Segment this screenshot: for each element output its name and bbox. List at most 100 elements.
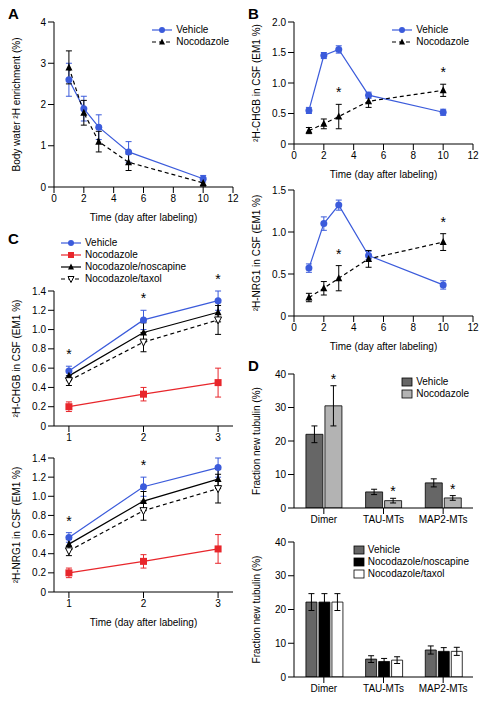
svg-text:Fraction new tubulin (%): Fraction new tubulin (%) (251, 556, 262, 664)
svg-text:2: 2 (321, 150, 327, 161)
svg-text:30: 30 (275, 402, 287, 413)
svg-text:Time (day after labeling): Time (day after labeling) (90, 212, 197, 223)
svg-text:1.0: 1.0 (32, 324, 46, 335)
svg-text:30: 30 (275, 570, 287, 581)
svg-text:*: * (141, 457, 147, 473)
svg-text:²H-NRG1 in CSF (EM1 %): ²H-NRG1 in CSF (EM1 %) (11, 467, 22, 584)
svg-text:²H-NRG1 in CSF (EM1 %): ²H-NRG1 in CSF (EM1 %) (251, 195, 262, 312)
svg-text:0.6: 0.6 (32, 529, 46, 540)
svg-text:Body water ²H enrichment (%): Body water ²H enrichment (%) (11, 38, 22, 172)
svg-text:12: 12 (227, 193, 239, 204)
svg-text:1.5: 1.5 (272, 47, 286, 58)
html-text:Nocodazole: Nocodazole (176, 36, 229, 47)
svg-text:0.2: 0.2 (32, 567, 46, 578)
svg-text:40: 40 (275, 537, 287, 548)
svg-text:1: 1 (40, 140, 46, 151)
svg-text:Dimer: Dimer (310, 683, 337, 694)
svg-text:*: * (450, 481, 456, 497)
svg-text:0: 0 (280, 672, 286, 683)
svg-text:1: 1 (66, 598, 72, 609)
svg-text:1.4: 1.4 (32, 286, 46, 297)
svg-text:*: * (440, 64, 446, 80)
svg-text:0: 0 (40, 587, 46, 598)
svg-text:TAU-MTs: TAU-MTs (363, 683, 404, 694)
svg-text:²H-CHGB in CSF (EM1 %): ²H-CHGB in CSF (EM1 %) (251, 24, 262, 142)
svg-text:4: 4 (351, 150, 357, 161)
svg-text:0: 0 (280, 139, 286, 150)
svg-text:1.0: 1.0 (272, 227, 286, 238)
svg-text:²H-CHGB in CSF (EM1 %): ²H-CHGB in CSF (EM1 %) (11, 300, 22, 418)
svg-text:*: * (66, 346, 72, 362)
svg-text:0.4: 0.4 (32, 382, 46, 393)
svg-text:0: 0 (51, 193, 57, 204)
svg-text:0.8: 0.8 (32, 510, 46, 521)
svg-text:*: * (215, 448, 221, 454)
svg-text:Fraction new tubulin (%): Fraction new tubulin (%) (251, 387, 262, 495)
svg-text:1.5: 1.5 (272, 185, 286, 196)
svg-text:2: 2 (40, 99, 46, 110)
svg-text:*: * (336, 84, 342, 100)
svg-text:2: 2 (81, 193, 87, 204)
svg-text:Time (day after labeling): Time (day after labeling) (90, 617, 197, 628)
svg-text:*: * (331, 371, 337, 387)
svg-text:1.2: 1.2 (32, 305, 46, 316)
svg-text:10: 10 (438, 150, 450, 161)
svg-text:8: 8 (171, 193, 177, 204)
svg-text:MAP2-MTs: MAP2-MTs (419, 514, 468, 525)
svg-text:4: 4 (111, 193, 117, 204)
svg-text:0: 0 (280, 311, 286, 322)
svg-text:Dimer: Dimer (310, 514, 337, 525)
svg-text:*: * (215, 271, 221, 287)
svg-text:0.5: 0.5 (272, 108, 286, 119)
svg-text:1.0: 1.0 (32, 491, 46, 502)
svg-text:1: 1 (66, 432, 72, 443)
svg-text:3: 3 (215, 598, 221, 609)
svg-text:*: * (336, 246, 342, 262)
svg-text:0.2: 0.2 (32, 401, 46, 412)
svg-text:3: 3 (215, 432, 221, 443)
svg-text:MAP2-MTs: MAP2-MTs (419, 683, 468, 694)
svg-text:0: 0 (291, 322, 297, 333)
svg-text:6: 6 (381, 150, 387, 161)
svg-text:0: 0 (280, 503, 286, 514)
html-text:Vehicle: Vehicle (176, 24, 209, 35)
svg-text:2.0: 2.0 (272, 17, 286, 28)
svg-text:*: * (141, 290, 147, 306)
svg-text:10: 10 (275, 638, 287, 649)
svg-text:12: 12 (467, 150, 479, 161)
svg-text:40: 40 (275, 369, 287, 380)
svg-text:0.4: 0.4 (32, 548, 46, 559)
svg-text:0.6: 0.6 (32, 363, 46, 374)
svg-text:Time (day after labeling): Time (day after labeling) (330, 169, 437, 180)
svg-text:20: 20 (275, 436, 287, 447)
svg-text:2: 2 (141, 598, 147, 609)
svg-text:*: * (390, 483, 396, 499)
svg-text:*: * (440, 214, 446, 230)
svg-text:2: 2 (141, 432, 147, 443)
svg-text:TAU-MTs: TAU-MTs (363, 514, 404, 525)
svg-text:6: 6 (381, 322, 387, 333)
svg-text:0.8: 0.8 (32, 343, 46, 354)
svg-text:6: 6 (141, 193, 147, 204)
svg-text:3: 3 (40, 58, 46, 69)
svg-text:0: 0 (291, 150, 297, 161)
svg-text:10: 10 (275, 469, 287, 480)
svg-text:12: 12 (467, 322, 479, 333)
svg-text:0: 0 (40, 182, 46, 193)
svg-text:20: 20 (275, 604, 287, 615)
svg-text:*: * (66, 513, 72, 529)
svg-text:8: 8 (411, 150, 417, 161)
svg-text:Time (day after labeling): Time (day after labeling) (330, 341, 437, 352)
svg-text:0: 0 (40, 421, 46, 432)
svg-text:4: 4 (40, 17, 46, 28)
svg-text:0.5: 0.5 (272, 269, 286, 280)
svg-text:1.0: 1.0 (272, 78, 286, 89)
svg-text:1.4: 1.4 (32, 453, 46, 464)
svg-text:1.2: 1.2 (32, 472, 46, 483)
svg-text:2: 2 (321, 322, 327, 333)
svg-text:10: 10 (438, 322, 450, 333)
svg-text:4: 4 (351, 322, 357, 333)
svg-text:10: 10 (198, 193, 210, 204)
html-text:A: A (8, 5, 19, 22)
svg-text:8: 8 (411, 322, 417, 333)
